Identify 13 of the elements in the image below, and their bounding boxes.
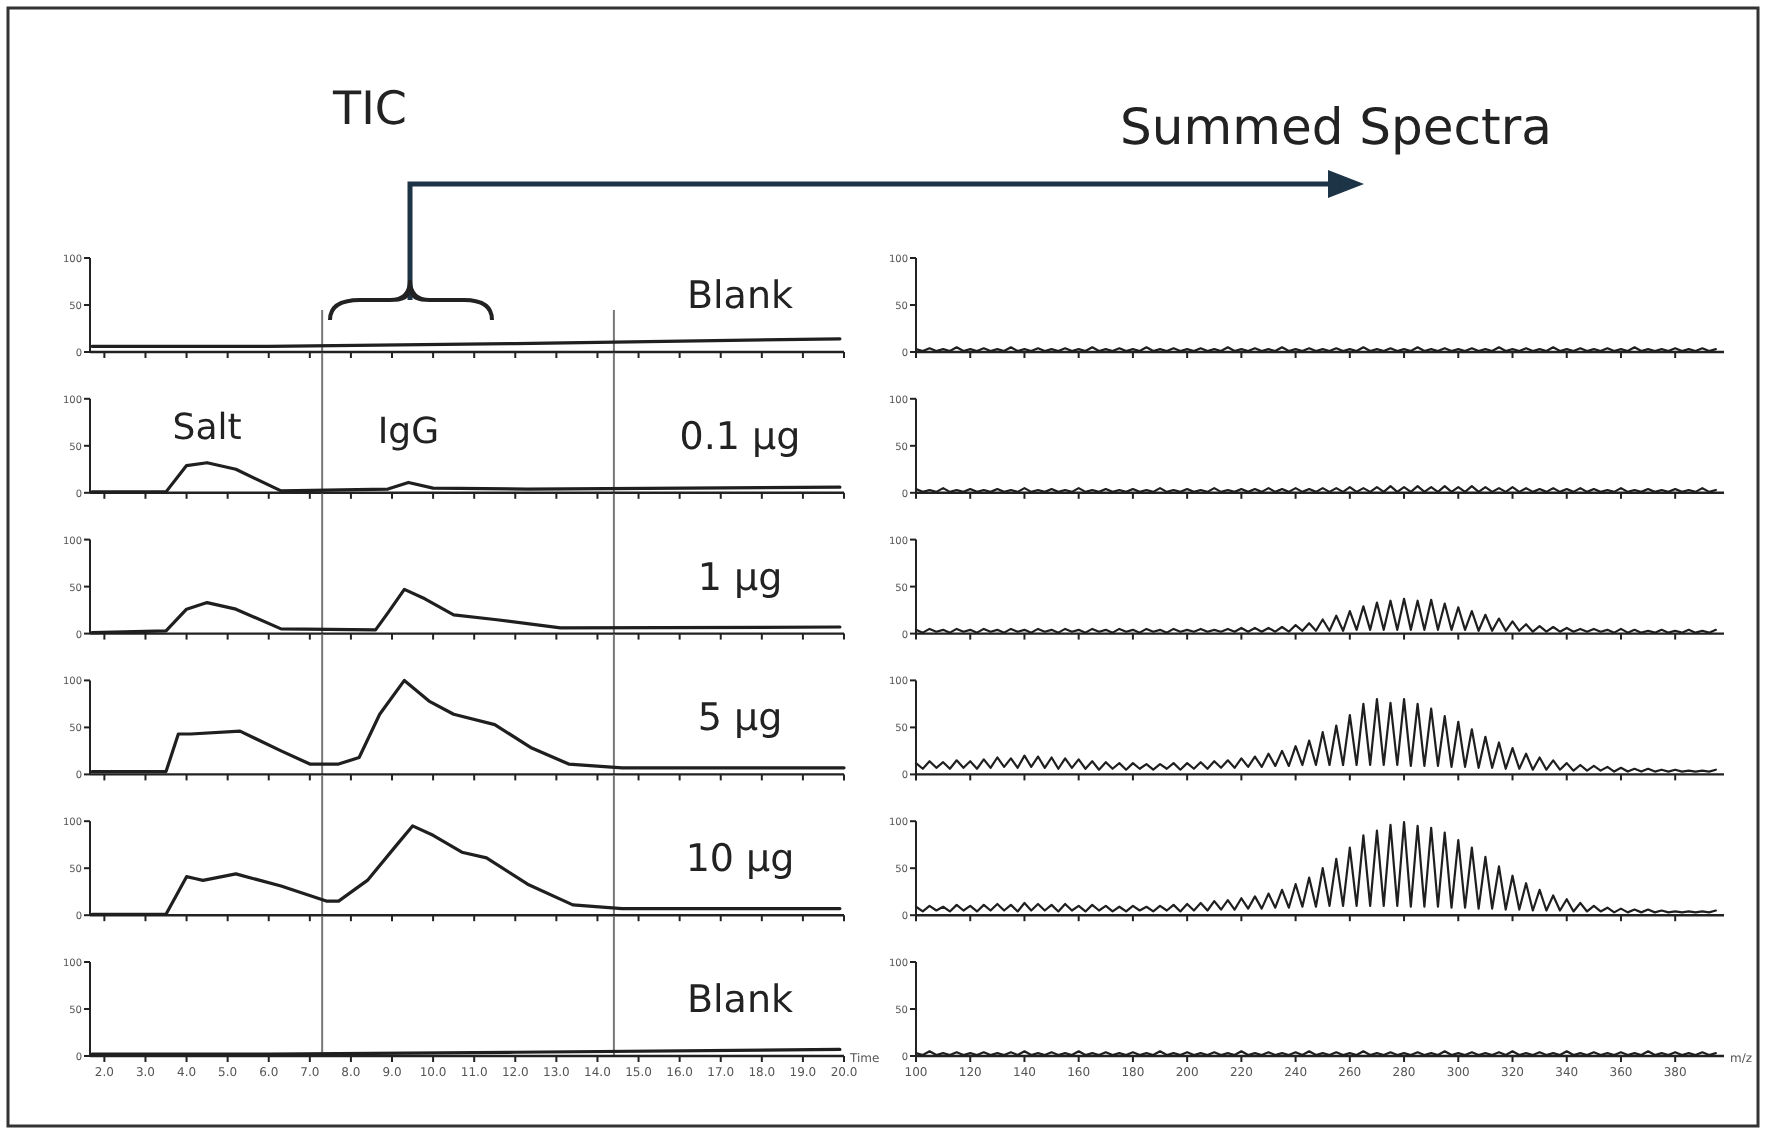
chart-title: 0.1 μg xyxy=(679,414,801,459)
chart-title: Blank xyxy=(686,274,794,318)
chart-title: 1 μg xyxy=(697,555,783,600)
annotation: Salt xyxy=(172,406,242,449)
chart-title: 5 μg xyxy=(697,696,783,741)
annotation: IgG xyxy=(377,410,440,453)
line-series xyxy=(914,821,1717,914)
chart-title: 10 μg xyxy=(685,837,795,882)
line-series xyxy=(90,678,846,774)
chart-title: Blank xyxy=(686,978,794,1022)
text: TIC xyxy=(331,84,407,136)
text: Summed Spectra xyxy=(1120,98,1552,156)
line-series xyxy=(90,824,842,916)
